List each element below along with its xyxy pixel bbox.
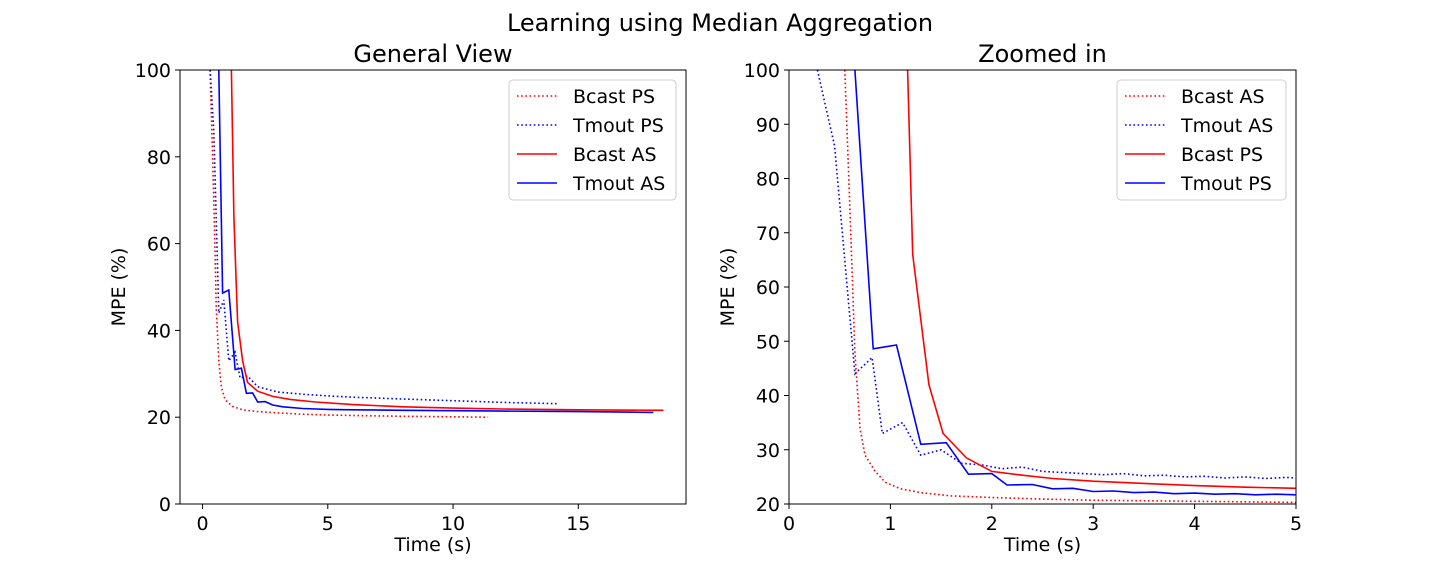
y-tick-label: 70 [756,223,780,245]
series-line-tmout-ps [209,70,559,405]
y-tick-label: 80 [756,169,780,191]
x-tick-label: 1 [884,513,896,535]
y-tick-label: 40 [147,320,171,342]
x-tick-label: 0 [196,513,208,535]
series-line-tmout-as [218,70,654,414]
plot-area [816,70,1296,504]
x-tick-label: 4 [1189,513,1201,535]
legend-entry: Bcast AS [1181,86,1265,108]
legend-entry: Tmout AS [1180,115,1273,137]
series-line-bcast-as [844,70,1296,504]
chart-title: General View [353,40,512,68]
axes-frame [179,69,687,505]
x-axis-label: Time (s) [393,534,471,556]
y-tick-label: 80 [147,147,171,169]
chart-general-view: 0 5 10 15 0 20 40 60 80 100 General View Time (s) MP… [108,40,687,556]
legend-entry: Tmout PS [572,115,664,137]
legend-entry: Bcast PS [1181,144,1263,166]
series-line-tmout-ps [854,70,1296,496]
y-tick-label: 90 [756,114,780,136]
legend-entry: Tmout PS [1180,173,1272,195]
y-tick-label: 30 [756,440,780,462]
series-line-bcast-ps [209,70,489,418]
series-line-bcast-ps [906,70,1296,490]
y-tick-label: 60 [147,234,171,256]
y-axis-label: MPE (%) [108,248,130,327]
x-tick-label: 5 [322,513,334,535]
legend-entry: Tmout AS [572,173,665,195]
series-line-tmout-as [816,70,1296,480]
chart-zoomed-in: 0 1 2 3 4 5 20 30 40 50 60 70 80 90 100 Zoomed in Time (… [717,40,1302,556]
x-tick-label: 5 [1290,513,1302,535]
y-tick-label: 60 [756,277,780,299]
y-tick-label: 20 [147,407,171,429]
y-tick-label: 40 [756,386,780,408]
x-tick-label: 0 [783,513,795,535]
y-tick-label: 50 [756,331,780,353]
legend: Bcast PS Tmout PS Bcast AS Tmout AS [508,79,677,201]
x-tick-label: 15 [566,513,590,535]
y-tick-label: 20 [756,494,780,516]
chart-title: Zoomed in [978,40,1107,68]
y-tick-label: 100 [744,60,780,82]
legend-box [1116,79,1287,201]
plot-area [209,70,664,418]
x-tick-label: 3 [1087,513,1099,535]
y-axis-label: MPE (%) [717,248,739,327]
x-tick-label: 2 [986,513,998,535]
y-tick-label: 0 [159,494,171,516]
x-tick-label: 10 [441,513,465,535]
figure-suptitle: Learning using Median Aggregation [507,9,933,37]
series-line-bcast-as [230,70,664,412]
legend: Bcast AS Tmout AS Bcast PS Tmout PS [1116,79,1287,201]
legend-entry: Bcast AS [573,144,657,166]
y-tick-label: 100 [135,60,171,82]
legend-entry: Bcast PS [573,86,655,108]
legend-box [508,79,677,201]
x-axis-label: Time (s) [1003,534,1081,556]
